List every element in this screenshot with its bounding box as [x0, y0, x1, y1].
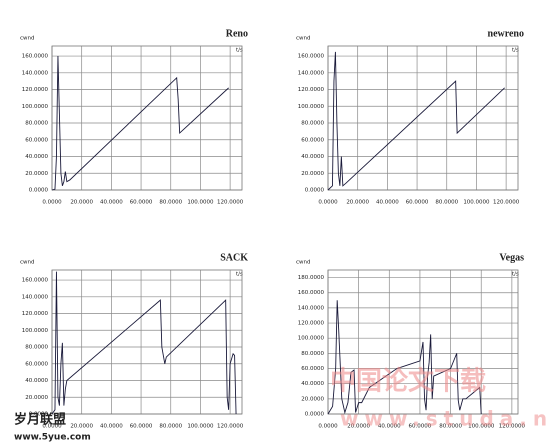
x-tick-label: 40.0000 [100, 200, 123, 206]
watermark-url: www.5yue.com [14, 433, 91, 443]
y-tick-label: 60.0000 [301, 137, 324, 143]
y-tick-label: 60.0000 [25, 137, 48, 143]
x-tick-label: 20.0000 [346, 200, 369, 206]
x-tick-label: 80.0000 [159, 200, 182, 206]
line [327, 51, 505, 191]
y-tick-label: 120.0000 [22, 311, 49, 317]
watermark-url: www.studa.net [340, 407, 553, 431]
y-axis-label: cwnd [20, 36, 35, 42]
x-tick-label: 60.0000 [409, 424, 432, 430]
y-tick-label: 0.0000 [29, 412, 49, 418]
y-tick-label: 40.0000 [301, 381, 324, 387]
y-tick-label: 140.0000 [298, 70, 325, 76]
x-tick-label: 100.0000 [187, 200, 214, 206]
y-tick-label: 20.0000 [301, 171, 324, 177]
x-tick-label: 80.0000 [439, 424, 462, 430]
x-axis-label: t/s [236, 272, 243, 278]
x-tick-label: 100.0000 [187, 424, 214, 430]
x-tick-label: 0.0000 [42, 424, 62, 430]
panel: Reno cwnd t/s 0.0000 20.0000 40.0000 60.0000 80… [20, 28, 248, 205]
x-tick-label: 100.0000 [468, 424, 495, 430]
x-axis-label: t/s [236, 48, 243, 54]
x-tick-label: 60.0000 [130, 424, 153, 430]
y-tick-label: 80.0000 [25, 345, 48, 351]
watermark-title: 中国论文下载 [330, 366, 486, 397]
y-axis-label: cwnd [20, 260, 35, 266]
x-axis-label: t/s [512, 48, 519, 54]
chart-title: Reno [226, 28, 248, 39]
y-tick-label: 0.0000 [305, 412, 325, 418]
chart-title: SACK [220, 252, 248, 263]
y-axis-label: cwnd [296, 36, 311, 42]
y-tick-label: 100.0000 [298, 104, 325, 110]
y-tick-label: 40.0000 [25, 154, 48, 160]
x-tick-label: 80.0000 [435, 200, 458, 206]
x-tick-label: 120.0000 [217, 200, 244, 206]
y-tick-label: 20.0000 [301, 396, 324, 402]
x-tick-label: 20.0000 [70, 200, 93, 206]
y-tick-label: 120.0000 [298, 87, 325, 93]
plot-frame [327, 45, 519, 191]
y-tick-label: 100.0000 [22, 104, 49, 110]
y-tick-label: 0.0000 [29, 188, 49, 194]
panel: newreno cwnd t/s 0.0000 20.0000 40.0000 60.000… [296, 28, 524, 205]
x-tick-label: 120.0000 [493, 200, 520, 206]
y-tick-label: 160.0000 [22, 278, 49, 284]
plot-frame [327, 269, 519, 415]
x-tick-label: 40.0000 [376, 200, 399, 206]
x-tick-label: 120.0000 [217, 424, 244, 430]
x-tick-label: 40.0000 [378, 424, 401, 430]
y-tick-label: 40.0000 [25, 378, 48, 384]
y-tick-label: 140.0000 [298, 305, 325, 311]
panel: Vegas cwnd t/s 0.0000 20.0000 40.0000 60.0000 8… [296, 252, 525, 429]
y-tick-label: 120.0000 [22, 87, 49, 93]
chart-title: newreno [488, 28, 524, 39]
y-tick-label: 160.0000 [22, 54, 49, 60]
line [51, 56, 229, 191]
plot-frame [51, 269, 243, 415]
y-tick-label: 140.0000 [22, 294, 49, 300]
y-axis-label: cwnd [296, 260, 311, 266]
y-tick-label: 160.0000 [298, 290, 325, 296]
y-tick-label: 60.0000 [25, 361, 48, 367]
y-tick-label: 80.0000 [301, 121, 324, 127]
y-tick-label: 20.0000 [25, 171, 48, 177]
y-tick-label: 140.0000 [22, 70, 49, 76]
chart-title: Vegas [499, 252, 524, 263]
x-tick-label: 100.0000 [463, 200, 490, 206]
x-tick-label: 20.0000 [70, 424, 93, 430]
x-tick-label: 60.0000 [406, 200, 429, 206]
plot-frame [51, 45, 243, 191]
y-tick-label: 100.0000 [298, 336, 325, 342]
y-tick-label: 180.0000 [298, 275, 325, 281]
line [51, 271, 237, 415]
y-tick-label: 60.0000 [301, 366, 324, 372]
line [327, 300, 482, 415]
x-tick-label: 60.0000 [130, 200, 153, 206]
watermark-title: 岁月联盟 [14, 412, 66, 428]
x-tick-label: 80.0000 [159, 424, 182, 430]
y-tick-label: 20.0000 [25, 395, 48, 401]
y-tick-label: 80.0000 [25, 121, 48, 127]
y-tick-label: 40.0000 [301, 154, 324, 160]
x-tick-label: 0.0000 [42, 200, 62, 206]
y-tick-label: 160.0000 [298, 54, 325, 60]
x-tick-label: 120.0000 [499, 424, 526, 430]
panel: SACK cwnd t/s 0.0000 20.0000 40.0000 60.0000 80… [20, 252, 248, 429]
x-tick-label: 20.0000 [347, 424, 370, 430]
y-tick-label: 100.0000 [22, 328, 49, 334]
x-tick-label: 40.0000 [100, 424, 123, 430]
y-tick-label: 80.0000 [301, 351, 324, 357]
y-tick-label: 120.0000 [298, 321, 325, 327]
x-axis-label: t/s [512, 272, 519, 278]
y-tick-label: 0.0000 [305, 188, 325, 194]
x-tick-label: 0.0000 [318, 200, 338, 206]
x-tick-label: 0.0000 [318, 424, 338, 430]
